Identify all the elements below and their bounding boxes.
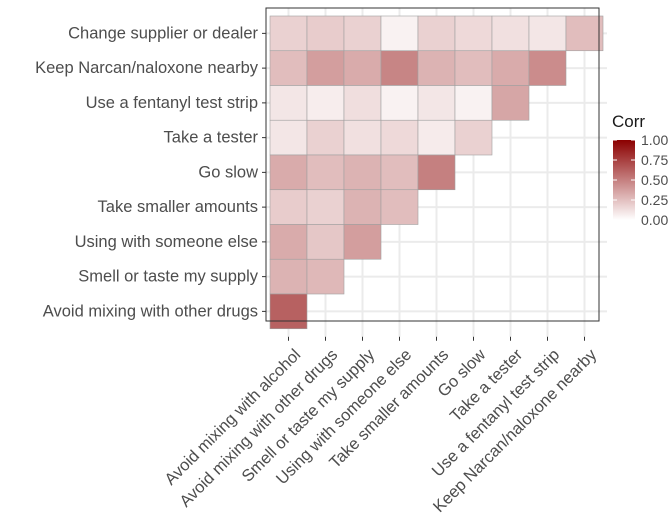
heatmap-cell: Change supplier or dealer / Take a teste… bbox=[491, 15, 530, 52]
heatmap-cell: Go slow / Avoid mixing with alcohol: 0.3… bbox=[269, 154, 308, 191]
heatmap-cell: Take a tester / Avoid mixing with alcoho… bbox=[269, 119, 308, 156]
heatmap-cell: Using with someone else / Avoid mixing w… bbox=[306, 224, 345, 260]
plot-panel: Change supplier or dealer / Avoid mixing… bbox=[265, 7, 607, 337]
heatmap-cell: Use a fentanyl test strip / Smell or tas… bbox=[343, 85, 382, 121]
heatmap-cell: Change supplier or dealer / Avoid mixing… bbox=[269, 15, 308, 52]
legend-tick-label: 1.00 bbox=[641, 132, 668, 148]
heatmap-cell: Using with someone else / Smell or taste… bbox=[343, 224, 382, 260]
y-tick-label-take-smaller-amounts: Take smaller amounts bbox=[98, 198, 258, 216]
heatmap-tiles: Change supplier or dealer / Avoid mixing… bbox=[269, 15, 604, 330]
heatmap-cell: Take a tester / Using with someone else:… bbox=[380, 119, 419, 156]
heatmap-cell: Use a fentanyl test strip / Using with s… bbox=[380, 85, 419, 121]
heatmap-cell: Change supplier or dealer / Avoid mixing… bbox=[306, 15, 345, 52]
heatmap-cell: Change supplier or dealer / Take smaller… bbox=[417, 15, 456, 52]
heatmap-cell: Take a tester / Go slow: 0.18 bbox=[454, 119, 493, 156]
heatmap-cell: Avoid mixing with other drugs / Avoid mi… bbox=[269, 293, 308, 330]
heatmap-cell: Take a tester / Avoid mixing with other … bbox=[306, 119, 345, 156]
heatmap-cell: Smell or taste my supply / Avoid mixing … bbox=[269, 258, 308, 295]
heatmap-cell: Smell or taste my supply / Avoid mixing … bbox=[306, 258, 345, 295]
heatmap-cell: Keep Narcan/naloxone nearby / Avoid mixi… bbox=[269, 50, 308, 86]
heatmap-cell: Keep Narcan/naloxone nearby / Take small… bbox=[417, 50, 456, 86]
legend: Corr 1.00 0.75 0.50 0.25 0.00 bbox=[612, 112, 668, 228]
x-tick-label-avoid-mixing-with-other-drugs: Avoid mixing with other drugs bbox=[176, 346, 341, 511]
heatmap-cell: Change supplier or dealer / Use a fentan… bbox=[528, 15, 567, 52]
panel-border bbox=[265, 7, 600, 322]
heatmap-cell: Go slow / Smell or taste my supply: 0.30 bbox=[343, 154, 382, 191]
heatmap-cell: Keep Narcan/naloxone nearby / Avoid mixi… bbox=[306, 50, 345, 86]
heatmap-cell: Change supplier or dealer / Using with s… bbox=[380, 15, 419, 52]
y-tick-label-use-a-fentanyl-test-strip: Use a fentanyl test strip bbox=[86, 94, 258, 112]
heatmap-cell: Use a fentanyl test strip / Go slow: 0.0… bbox=[454, 85, 493, 121]
legend-ticks: 1.00 0.75 0.50 0.25 0.00 bbox=[613, 132, 668, 228]
heatmap-cell: Change supplier or dealer / Smell or tas… bbox=[343, 15, 382, 52]
heatmap-cell: Use a fentanyl test strip / Avoid mixing… bbox=[306, 85, 345, 121]
y-tick-label-avoid-mixing-with-other-drugs: Avoid mixing with other drugs bbox=[43, 302, 258, 320]
y-tick-label-go-slow: Go slow bbox=[198, 163, 258, 181]
y-tick-label-keep-narcan-naloxone-nearby: Keep Narcan/naloxone nearby bbox=[35, 59, 259, 77]
heatmap-cell: Take smaller amounts / Smell or taste my… bbox=[343, 189, 382, 225]
heatmap-cell: Go slow / Avoid mixing with other drugs:… bbox=[306, 154, 345, 191]
legend-tick-label: 0.75 bbox=[641, 152, 668, 168]
heatmap-cell: Use a fentanyl test strip / Take a teste… bbox=[491, 85, 530, 121]
legend-tick-label: 0.25 bbox=[641, 192, 668, 208]
heatmap-cell: Keep Narcan/naloxone nearby / Use a fent… bbox=[528, 50, 567, 86]
heatmap-cell: Keep Narcan/naloxone nearby / Using with… bbox=[380, 50, 419, 86]
heatmap-cell: Change supplier or dealer / Go slow: 0.1… bbox=[454, 15, 493, 52]
heatmap-cell: Use a fentanyl test strip / Avoid mixing… bbox=[269, 85, 308, 121]
legend-tick-label: 0.50 bbox=[641, 172, 668, 188]
heatmap-cell: Take smaller amounts / Avoid mixing with… bbox=[269, 189, 308, 225]
y-tick-label-smell-or-taste-my-supply: Smell or taste my supply bbox=[78, 268, 258, 286]
heatmap-cell: Take smaller amounts / Using with someon… bbox=[380, 189, 419, 225]
y-tick-label-take-a-tester: Take a tester bbox=[164, 129, 259, 147]
heatmap-cell: Take a tester / Smell or taste my supply… bbox=[343, 119, 382, 156]
heatmap-cell: Using with someone else / Avoid mixing w… bbox=[269, 224, 308, 260]
heatmap-cell: Take a tester / Take smaller amounts: 0.… bbox=[417, 119, 456, 156]
heatmap-cell: Keep Narcan/naloxone nearby / Smell or t… bbox=[343, 50, 382, 86]
legend-title: Corr bbox=[612, 112, 645, 131]
heatmap-cell: Keep Narcan/naloxone nearby / Go slow: 0… bbox=[454, 50, 493, 86]
heatmap-cell: Use a fentanyl test strip / Take smaller… bbox=[417, 85, 456, 121]
heatmap-cell: Take smaller amounts / Avoid mixing with… bbox=[306, 189, 345, 225]
y-tick-label-using-with-someone-else: Using with someone else bbox=[75, 233, 258, 251]
heatmap-cell: Keep Narcan/naloxone nearby / Take a tes… bbox=[491, 50, 530, 86]
heatmap-cell: Go slow / Using with someone else: 0.26 bbox=[380, 154, 419, 191]
y-axis: Change supplier or dealer Keep Narcan/nal… bbox=[35, 24, 266, 320]
heatmap-cell: Go slow / Take smaller amounts: 0.50 bbox=[417, 154, 456, 191]
y-tick-label-change-supplier-or-dealer: Change supplier or dealer bbox=[68, 24, 258, 42]
legend-colorbar bbox=[613, 140, 635, 220]
legend-tick-label: 0.00 bbox=[641, 212, 668, 228]
heatmap-cell: Change supplier or dealer / Keep Narcan/… bbox=[565, 15, 604, 52]
